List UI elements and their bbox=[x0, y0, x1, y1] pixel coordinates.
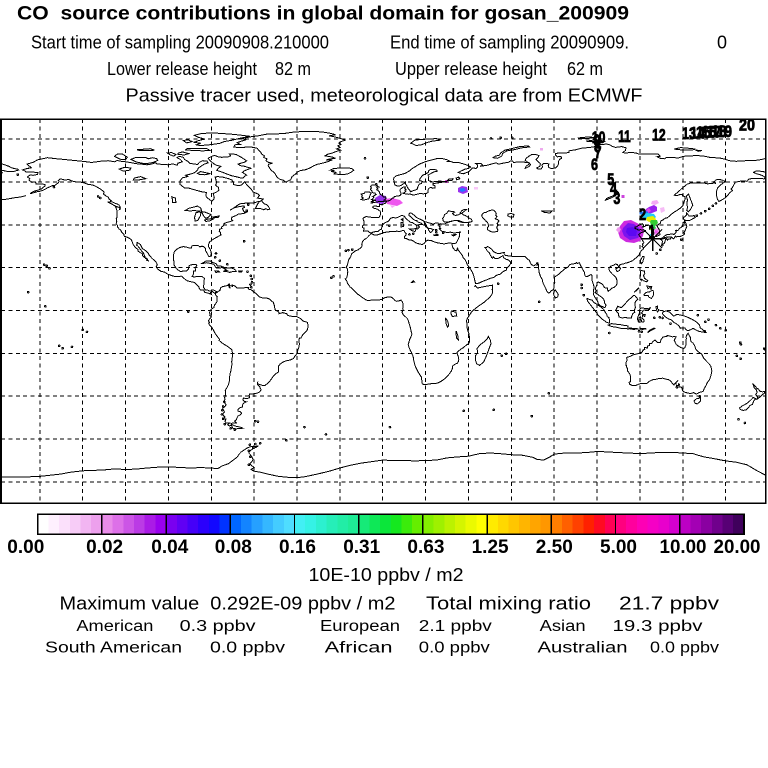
svg-text:Asian: Asian bbox=[540, 618, 586, 635]
svg-text:2.50: 2.50 bbox=[536, 537, 573, 558]
svg-text:0.08: 0.08 bbox=[215, 537, 252, 558]
svg-text:South American: South American bbox=[45, 640, 182, 657]
svg-text:1.25: 1.25 bbox=[472, 537, 509, 558]
svg-text:82 m: 82 m bbox=[275, 59, 311, 79]
svg-text:0.0 ppbv: 0.0 ppbv bbox=[650, 640, 719, 657]
svg-text:2: 2 bbox=[639, 205, 646, 224]
svg-text:62 m: 62 m bbox=[567, 59, 603, 79]
svg-text:16: 16 bbox=[702, 123, 717, 142]
svg-text:0.3 ppbv: 0.3 ppbv bbox=[180, 618, 256, 635]
svg-text:4: 4 bbox=[610, 179, 617, 198]
svg-text:21.7 ppbv: 21.7 ppbv bbox=[619, 594, 719, 614]
svg-text:18: 18 bbox=[712, 122, 727, 141]
svg-text:7: 7 bbox=[595, 143, 602, 162]
svg-text:0.02: 0.02 bbox=[86, 537, 123, 558]
svg-text:1: 1 bbox=[649, 222, 656, 244]
svg-text:European: European bbox=[320, 618, 400, 635]
svg-text:0.0 ppbv: 0.0 ppbv bbox=[419, 640, 490, 657]
svg-text:5: 5 bbox=[607, 170, 614, 189]
svg-text:2.1 ppbv: 2.1 ppbv bbox=[419, 618, 492, 635]
svg-text:0: 0 bbox=[717, 33, 727, 53]
svg-text:Passive tracer used, meteorolo: Passive tracer used, meteorological data… bbox=[126, 85, 643, 106]
svg-text:10E-10 ppbv / m2: 10E-10 ppbv / m2 bbox=[309, 565, 464, 585]
svg-text:5.00: 5.00 bbox=[600, 537, 637, 558]
svg-text:6: 6 bbox=[591, 155, 598, 174]
svg-text:Total mixing ratio: Total mixing ratio bbox=[426, 594, 591, 614]
svg-text:Lower release height: Lower release height bbox=[107, 59, 257, 79]
svg-text:CO source contributions in gl: CO source contributions in global domain… bbox=[17, 4, 629, 25]
svg-text:3: 3 bbox=[613, 189, 620, 208]
svg-text:19.3 ppbv: 19.3 ppbv bbox=[613, 618, 703, 635]
svg-text:10: 10 bbox=[592, 128, 606, 147]
svg-text:Start time of sampling 2009090: Start time of sampling 20090908.210000 bbox=[31, 33, 329, 53]
svg-text:8: 8 bbox=[594, 137, 601, 156]
svg-text:0.16: 0.16 bbox=[279, 537, 316, 558]
svg-text:American: American bbox=[76, 618, 153, 635]
svg-text:20.00: 20.00 bbox=[714, 537, 761, 558]
svg-text:14: 14 bbox=[690, 124, 705, 143]
svg-text:End time of sampling 20090909.: End time of sampling 20090909. bbox=[390, 33, 629, 53]
svg-text:African: African bbox=[325, 640, 393, 657]
svg-text:17: 17 bbox=[707, 123, 722, 142]
svg-text:0.00: 0.00 bbox=[7, 537, 44, 558]
svg-text:20: 20 bbox=[739, 116, 755, 135]
svg-text:Australian: Australian bbox=[538, 640, 628, 657]
svg-text:0.63: 0.63 bbox=[407, 537, 444, 558]
svg-text:11: 11 bbox=[618, 127, 631, 146]
svg-text:0.04: 0.04 bbox=[151, 537, 188, 558]
svg-text:10.00: 10.00 bbox=[660, 537, 707, 558]
svg-text:13: 13 bbox=[682, 124, 696, 143]
svg-text:15: 15 bbox=[696, 123, 711, 142]
svg-text:12: 12 bbox=[652, 126, 666, 145]
svg-text:0.31: 0.31 bbox=[343, 537, 380, 558]
svg-text:0.0 ppbv: 0.0 ppbv bbox=[210, 640, 285, 657]
svg-text:Upper release height: Upper release height bbox=[395, 59, 547, 79]
svg-text:Maximum value 0.292E-09 ppbv: Maximum value 0.292E-09 ppbv / m2 bbox=[60, 594, 396, 614]
svg-text:9: 9 bbox=[594, 131, 601, 150]
svg-text:19: 19 bbox=[717, 122, 732, 141]
